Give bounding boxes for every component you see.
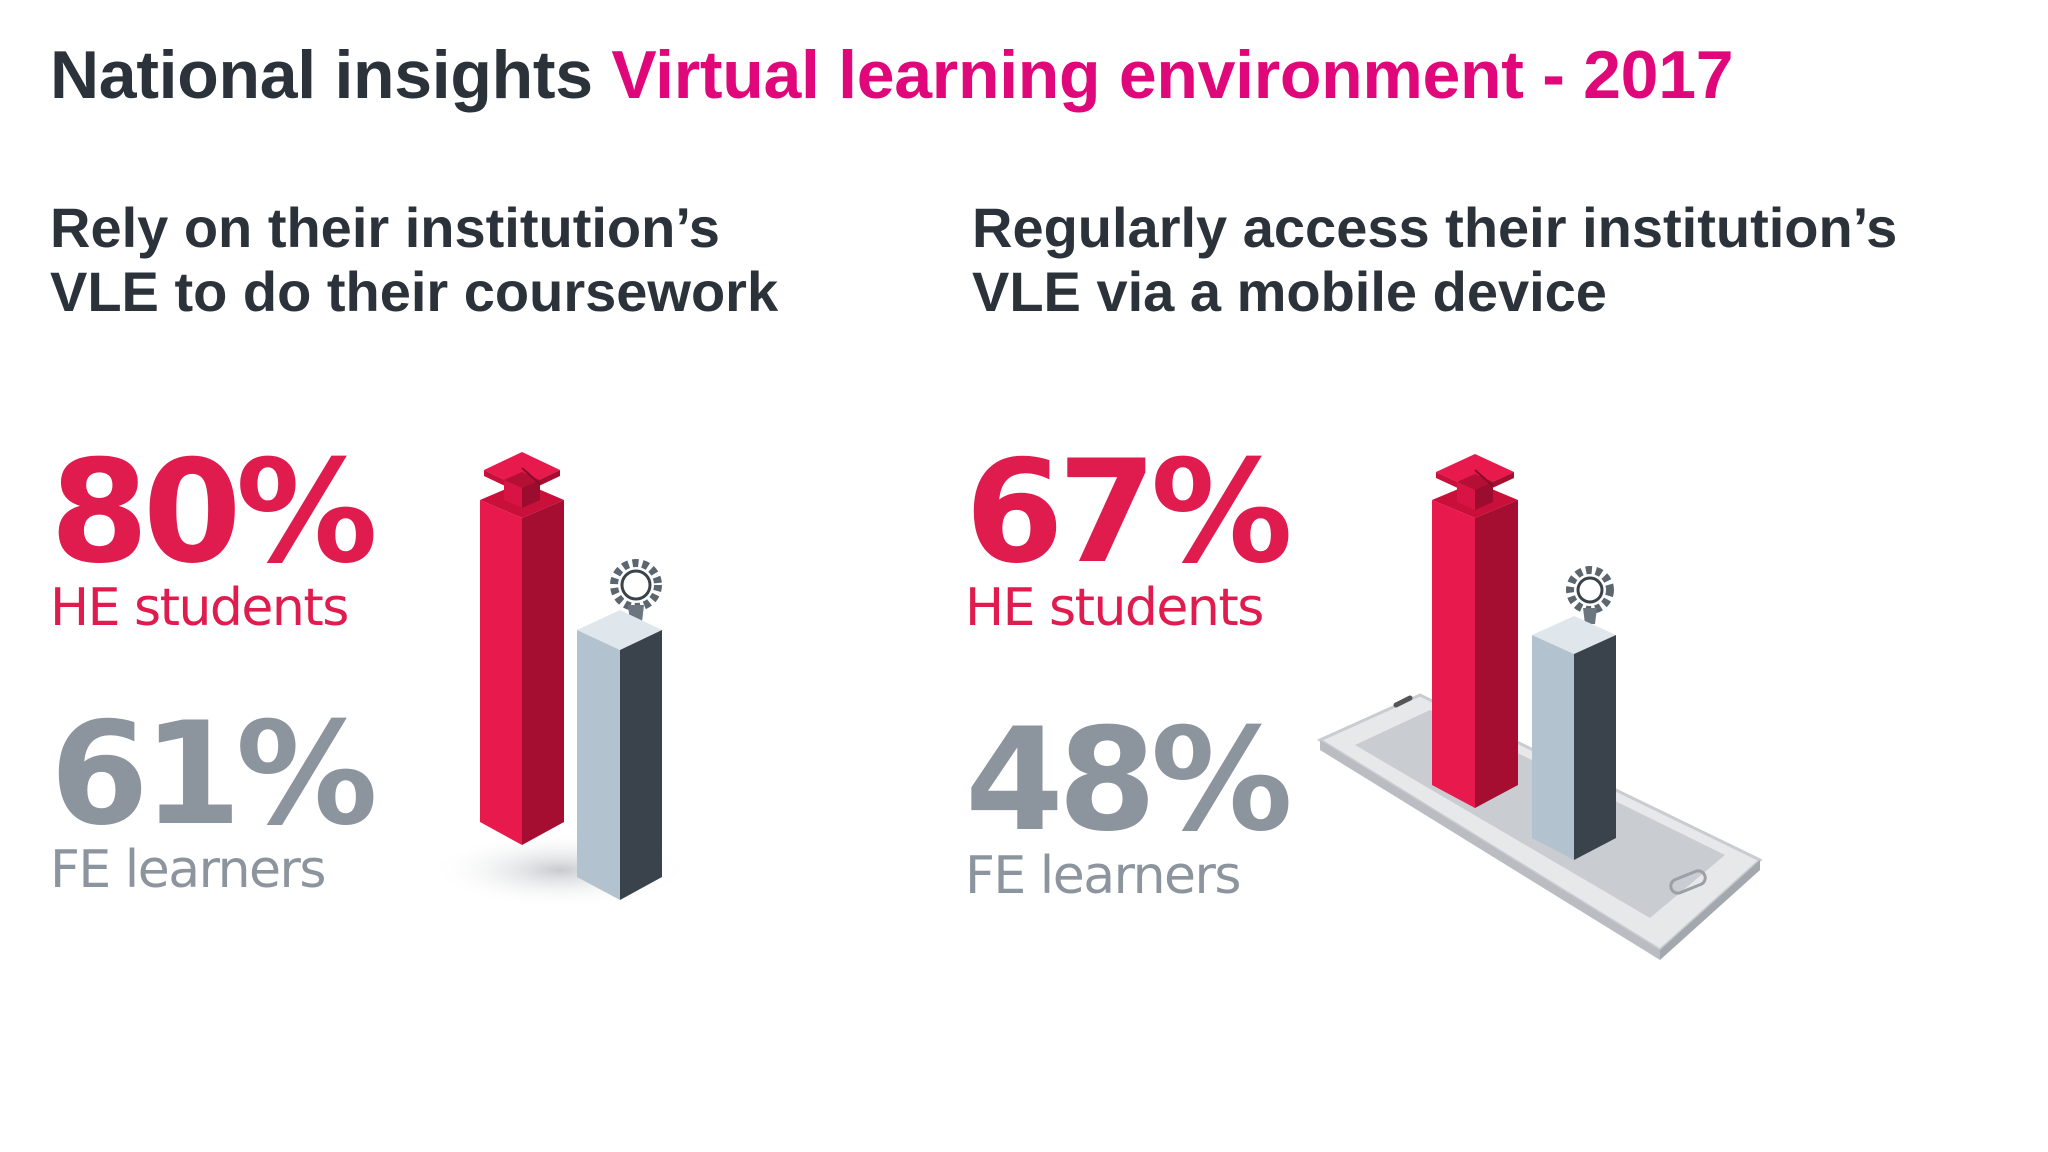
short-grey-column [577, 610, 662, 900]
tall-red-column [1432, 482, 1518, 808]
left-fe-stat: 61% FE learners [50, 692, 378, 901]
right-he-label: HE students [965, 578, 1264, 638]
left-fe-label: FE learners [50, 840, 326, 900]
left-he-percentage: 80% [50, 430, 378, 595]
left-he-label: HE students [50, 578, 349, 638]
right-heading: Regularly access their institution’s VLE… [972, 196, 1897, 324]
right-fe-stat: 48% FE learners [965, 698, 1293, 907]
left-heading-line-1: Rely on their institution’s [50, 196, 720, 259]
short-grey-column [1532, 616, 1616, 860]
slide-title: National insights Virtual learning envir… [50, 36, 1734, 114]
right-he-percentage: 67% [965, 430, 1293, 595]
left-heading-line-2: VLE to do their coursework [50, 260, 779, 323]
left-heading: Rely on their institution’s VLE to do th… [50, 196, 778, 324]
tall-red-column [480, 482, 564, 845]
gear-icon [1566, 566, 1614, 624]
right-fe-percentage: 48% [965, 698, 1293, 863]
title-accent: Virtual learning environment - 2017 [611, 37, 1734, 113]
bar-columns-illustration-icon [440, 452, 690, 908]
mortarboard-icon [1436, 454, 1514, 510]
title-lead: National insights [50, 37, 593, 113]
left-he-stat: 80% HE students [50, 430, 378, 639]
right-fe-label: FE learners [965, 846, 1241, 906]
right-heading-line-2: VLE via a mobile device [972, 260, 1607, 323]
smartphone-columns-illustration-icon [1316, 454, 1763, 960]
mortarboard-icon [484, 452, 560, 508]
right-heading-line-1: Regularly access their institution’s [972, 196, 1898, 259]
left-fe-percentage: 61% [50, 692, 378, 857]
right-he-stat: 67% HE students [965, 430, 1293, 639]
